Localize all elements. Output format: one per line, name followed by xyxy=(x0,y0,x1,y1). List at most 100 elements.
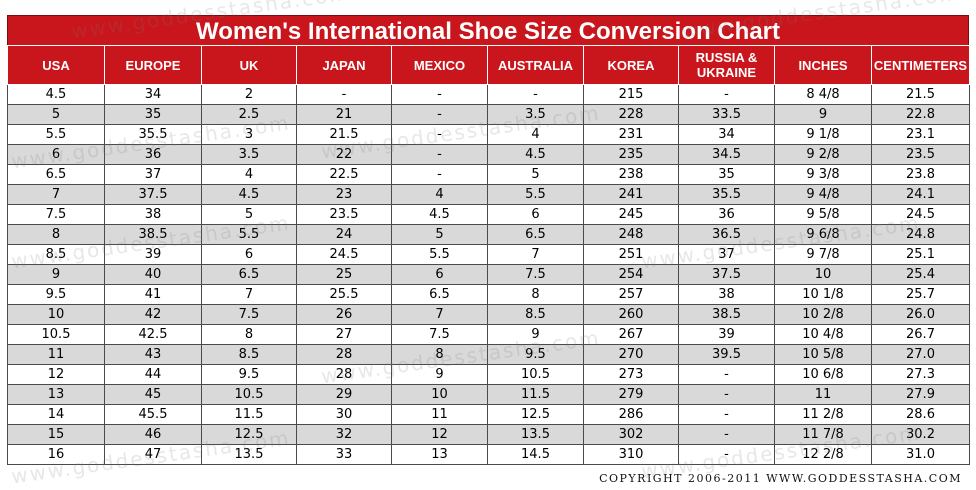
table-row: 10 42 7.5 26 7 8.5 260 38.5 10 2/8 26.0 xyxy=(7,304,970,325)
table-cell: 13.5 xyxy=(487,424,584,445)
table-cell: 8 xyxy=(7,224,105,245)
table-cell: 4.5 xyxy=(487,144,584,165)
table-cell: 6 xyxy=(7,144,105,165)
column-header: MEXICO xyxy=(391,45,488,85)
table-cell: 36 xyxy=(104,144,202,165)
table-cell: 9.5 xyxy=(201,364,297,385)
table-cell: 27 xyxy=(296,324,392,345)
table-cell: 3.5 xyxy=(201,144,297,165)
table-cell: 22.5 xyxy=(296,164,392,185)
table-body: 4.5 34 2- - -215-8 4/8 21.5 5 35 2.5 21-3.5 228 33.… xyxy=(7,84,970,465)
table-cell: 215 xyxy=(583,84,679,105)
table-cell: 11 2/8 xyxy=(774,404,872,425)
table-cell: 10.5 xyxy=(201,384,297,405)
table-cell: 5 xyxy=(7,104,105,125)
table-cell: 4 xyxy=(487,124,584,145)
table-cell: 39 xyxy=(104,244,202,265)
table-cell: 8 4/8 xyxy=(774,84,872,105)
table-cell: 254 xyxy=(583,264,679,285)
table-cell: 41 xyxy=(104,284,202,305)
table-row: 9.5 41 7 25.5 6.5 8 257 38 10 1/8 25.7 xyxy=(7,284,970,305)
table-cell: 7 xyxy=(391,304,488,325)
table-cell: 37 xyxy=(678,244,775,265)
table-cell: 26 xyxy=(296,304,392,325)
table-cell: 10 xyxy=(391,384,488,405)
table-cell: 28.6 xyxy=(871,404,970,425)
table-cell: 43 xyxy=(104,344,202,365)
table-cell: 10 2/8 xyxy=(774,304,872,325)
table-cell: 30.2 xyxy=(871,424,970,445)
table-cell: 5.5 xyxy=(487,184,584,205)
table-cell: - xyxy=(678,384,775,405)
table-cell: 9.5 xyxy=(487,344,584,365)
table-cell: 9 1/8 xyxy=(774,124,872,145)
table-cell: 46 xyxy=(104,424,202,445)
table-cell: 26.0 xyxy=(871,304,970,325)
column-header: KOREA xyxy=(583,45,679,85)
table-cell: 9 7/8 xyxy=(774,244,872,265)
table-cell: 241 xyxy=(583,184,679,205)
table-cell: 27.3 xyxy=(871,364,970,385)
table-cell: 25 xyxy=(296,264,392,285)
table-cell: 26.7 xyxy=(871,324,970,345)
table-cell: 248 xyxy=(583,224,679,245)
table-cell: - xyxy=(296,84,392,105)
table-cell: 10 6/8 xyxy=(774,364,872,385)
table-cell: 12 2/8 xyxy=(774,444,872,465)
table-cell: 286 xyxy=(583,404,679,425)
table-cell: - xyxy=(391,84,488,105)
shoe-size-chart: Women's International Shoe Size Conversi… xyxy=(7,15,970,465)
table-cell: 25.1 xyxy=(871,244,970,265)
table-cell: 21.5 xyxy=(296,124,392,145)
table-cell: 5 xyxy=(391,224,488,245)
table-cell: 8.5 xyxy=(487,304,584,325)
table-cell: 25.5 xyxy=(296,284,392,305)
table-cell: - xyxy=(487,84,584,105)
table-cell: 23.5 xyxy=(871,144,970,165)
table-cell: 24.5 xyxy=(871,204,970,225)
table-cell: 36 xyxy=(678,204,775,225)
column-header: RUSSIA & UKRAINE xyxy=(678,45,775,85)
table-cell: 4.5 xyxy=(391,204,488,225)
table-cell: 24.8 xyxy=(871,224,970,245)
table-cell: 24 xyxy=(296,224,392,245)
table-cell: - xyxy=(391,104,488,125)
table-row: 8 38.5 5.5 24 5 6.5 248 36.5 9 6/8 24.8 xyxy=(7,224,970,245)
table-row: 13 45 10.5 29 10 11.5 279-11 27.9 xyxy=(7,384,970,405)
table-cell: 9 xyxy=(7,264,105,285)
table-cell: 37.5 xyxy=(678,264,775,285)
table-cell: 35.5 xyxy=(104,124,202,145)
chart-title: Women's International Shoe Size Conversi… xyxy=(7,15,969,45)
table-cell: 9 xyxy=(487,324,584,345)
column-header: USA xyxy=(7,45,105,85)
table-cell: 4 xyxy=(391,184,488,205)
table-cell: - xyxy=(678,444,775,465)
table-cell: 10 1/8 xyxy=(774,284,872,305)
table-row: 4.5 34 2- - -215-8 4/8 21.5 xyxy=(7,84,970,105)
table-cell: 6 xyxy=(201,244,297,265)
table-cell: - xyxy=(678,424,775,445)
table-cell: 273 xyxy=(583,364,679,385)
table-cell: 36.5 xyxy=(678,224,775,245)
table-cell: 270 xyxy=(583,344,679,365)
table-cell: 42 xyxy=(104,304,202,325)
table-cell: 7 xyxy=(201,284,297,305)
table-cell: 38.5 xyxy=(678,304,775,325)
table-cell: 9 4/8 xyxy=(774,184,872,205)
table-row: 16 47 13.5 33 13 14.5 310-12 2/8 31.0 xyxy=(7,444,970,465)
table-cell: - xyxy=(391,144,488,165)
table-cell: 11 xyxy=(774,384,872,405)
table-cell: 33 xyxy=(296,444,392,465)
table-cell: 6 xyxy=(391,264,488,285)
table-row: 5.5 35.5 3 21.5-4 231 34 9 1/8 23.1 xyxy=(7,124,970,145)
table-cell: 25.7 xyxy=(871,284,970,305)
table-cell: - xyxy=(391,124,488,145)
table-cell: 9.5 xyxy=(7,284,105,305)
table-cell: 9 5/8 xyxy=(774,204,872,225)
table-cell: 21 xyxy=(296,104,392,125)
table-cell: 38 xyxy=(104,204,202,225)
table-cell: 35.5 xyxy=(678,184,775,205)
table-row: 11 43 8.5 28 8 9.5 270 39.5 10 5/8 27.0 xyxy=(7,344,970,365)
table-cell: 47 xyxy=(104,444,202,465)
table-cell: 15 xyxy=(7,424,105,445)
